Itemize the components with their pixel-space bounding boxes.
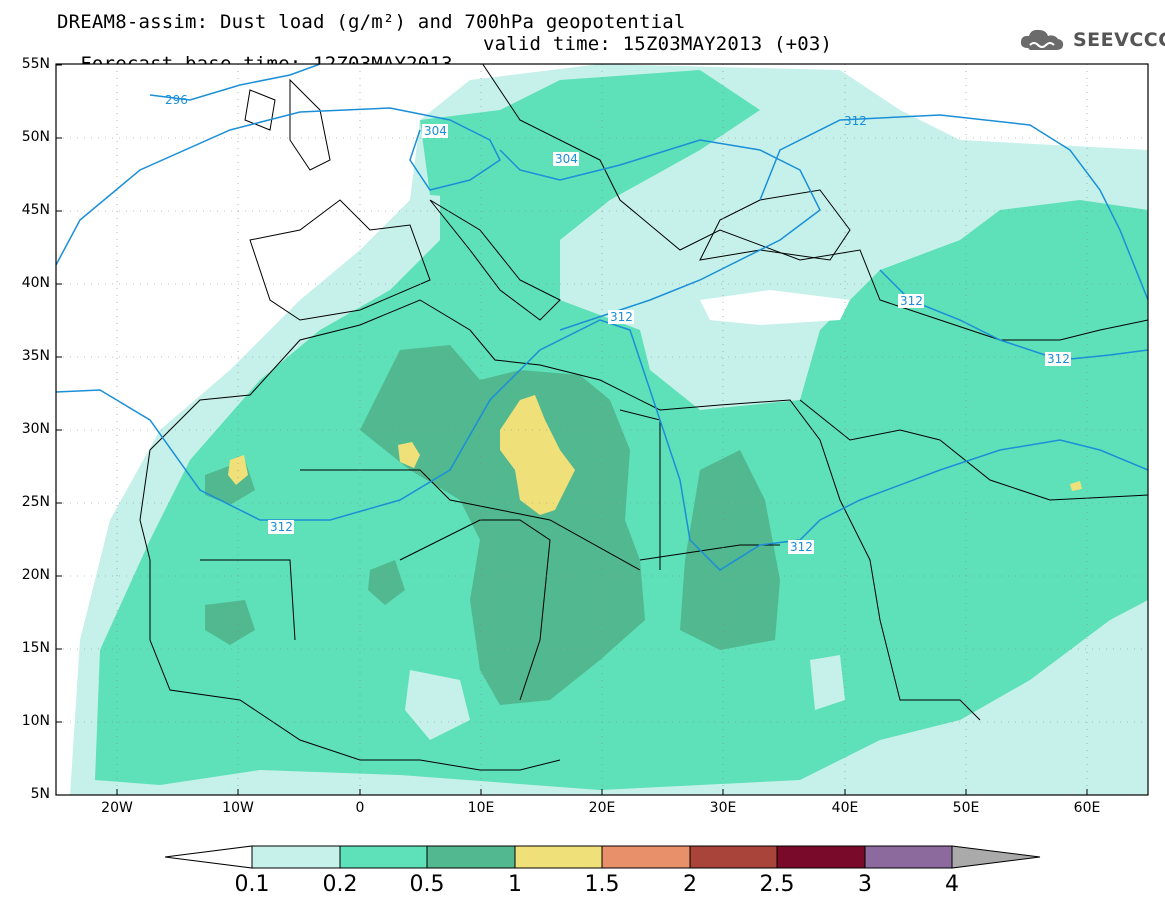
lat-label: 55N [21, 56, 50, 72]
contour-labels: 296 304 304 312 312 312 312 312 312 [165, 93, 1071, 554]
lat-label: 50N [21, 129, 50, 145]
dust-shade-1 [1070, 481, 1082, 491]
contour-label: 312 [844, 114, 867, 128]
colorbar-box [689, 845, 778, 869]
lat-label: 20N [21, 567, 50, 583]
seevccc-logo: SEEVCCC [1018, 26, 1165, 56]
lon-label: 20W [101, 800, 133, 816]
colorbar-label: 1 [508, 872, 522, 897]
colorbar-label: 0.1 [234, 872, 270, 897]
dust-shade-0.5 [360, 345, 645, 705]
colorbar-box [864, 845, 953, 869]
axis-ticks [56, 64, 1088, 795]
lon-label: 40E [831, 800, 859, 816]
colorbar-box [426, 845, 516, 869]
dust-clear-hole [405, 670, 470, 740]
lon-label: 0 [355, 800, 365, 816]
colorbar-label: 2 [683, 872, 697, 897]
lat-label: 30N [21, 421, 50, 437]
coastlines [139, 64, 1148, 771]
contour-label: 312 [270, 520, 293, 534]
contour-label: 304 [555, 152, 578, 166]
colorbar-high-arrow [951, 845, 1041, 869]
lon-label: 50E [952, 800, 980, 816]
colorbar-box [776, 845, 866, 869]
logo-text: SEEVCCC [1073, 29, 1165, 51]
cloud-icon [1020, 29, 1064, 50]
lat-label: 10N [21, 713, 50, 729]
colorbar [164, 845, 1041, 869]
lat-label: 5N [30, 786, 50, 802]
dust-shade-0.2 [420, 110, 560, 200]
valid-time: valid time: 15Z03MAY2013 (+03) [483, 33, 833, 55]
colorbar-box [339, 845, 428, 869]
dust-clear-hole [700, 290, 850, 325]
lon-label: 30E [709, 800, 737, 816]
colorbar-label: 1.5 [584, 872, 620, 897]
colorbar-box [601, 845, 691, 869]
contour-label: 312 [610, 310, 633, 324]
colorbar-box [514, 845, 603, 869]
lon-label: 10E [467, 800, 495, 816]
contour-label: 312 [900, 294, 923, 308]
dust-shade-1 [398, 442, 420, 468]
colorbar-label: 3 [858, 872, 872, 897]
lon-label: 60E [1073, 800, 1101, 816]
colorbar-box [251, 845, 341, 869]
dust-clear-hole [810, 655, 845, 710]
lat-label: 40N [21, 275, 50, 291]
map-title: DREAM8-assim: Dust load (g/m²) and 700hP… [57, 11, 686, 33]
colorbar-label: 2.5 [759, 872, 795, 897]
lon-label: 20E [588, 800, 616, 816]
contour-label: 312 [790, 540, 813, 554]
colorbar-label: 4 [945, 872, 959, 897]
contour-label: 296 [165, 93, 188, 107]
contour-label: 304 [424, 124, 447, 138]
colorbar-low-arrow [164, 845, 253, 869]
contour-label: 312 [1047, 352, 1070, 366]
colorbar-label: 0.2 [322, 872, 358, 897]
lat-label: 25N [21, 494, 50, 510]
lat-label: 15N [21, 640, 50, 656]
gridlines [56, 64, 1148, 795]
colorbar-label: 0.5 [409, 872, 445, 897]
lat-label: 35N [21, 348, 50, 364]
geopotential-contours [56, 64, 1148, 571]
dust-shade-1 [500, 395, 575, 515]
lon-label: 10W [222, 800, 254, 816]
dust-shade-0.5 [205, 600, 255, 645]
lat-label: 45N [21, 202, 50, 218]
dust-shade-0.5 [680, 450, 780, 650]
dust-shade-0.5 [368, 560, 405, 605]
